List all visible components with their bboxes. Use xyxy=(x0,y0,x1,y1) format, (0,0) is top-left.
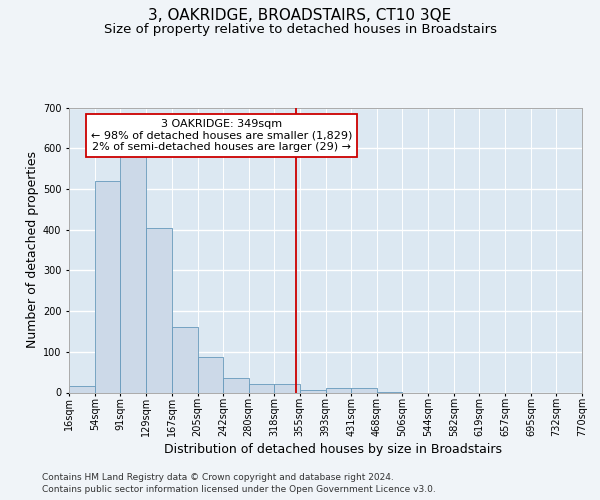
Bar xyxy=(299,390,325,392)
Text: Contains HM Land Registry data © Crown copyright and database right 2024.: Contains HM Land Registry data © Crown c… xyxy=(42,472,394,482)
Bar xyxy=(146,228,172,392)
Bar xyxy=(95,181,120,392)
Y-axis label: Number of detached properties: Number of detached properties xyxy=(26,152,38,348)
Bar xyxy=(223,378,248,392)
Text: Contains public sector information licensed under the Open Government Licence v3: Contains public sector information licen… xyxy=(42,485,436,494)
Bar xyxy=(248,384,274,392)
Text: Distribution of detached houses by size in Broadstairs: Distribution of detached houses by size … xyxy=(164,442,502,456)
Text: 3, OAKRIDGE, BROADSTAIRS, CT10 3QE: 3, OAKRIDGE, BROADSTAIRS, CT10 3QE xyxy=(148,8,452,22)
Bar xyxy=(172,328,197,392)
Bar xyxy=(120,156,146,392)
Bar xyxy=(197,356,223,392)
Bar xyxy=(274,384,299,392)
Text: Size of property relative to detached houses in Broadstairs: Size of property relative to detached ho… xyxy=(104,22,497,36)
Bar xyxy=(352,388,377,392)
Text: 3 OAKRIDGE: 349sqm
← 98% of detached houses are smaller (1,829)
2% of semi-detac: 3 OAKRIDGE: 349sqm ← 98% of detached hou… xyxy=(91,119,352,152)
Bar xyxy=(69,386,95,392)
Bar xyxy=(325,388,352,392)
